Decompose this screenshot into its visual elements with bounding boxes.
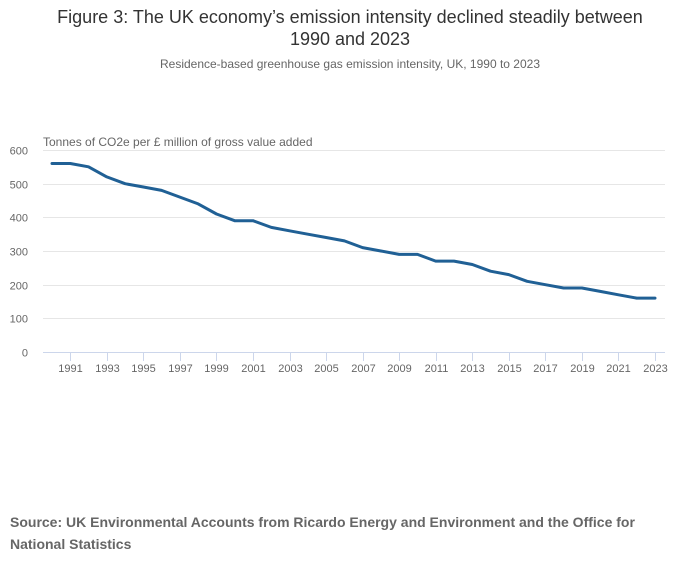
x-axis: 1991 1993 1995 1997 1999 2001 2003 2005 2007 2009… [43,352,668,375]
data-point [471,263,474,266]
data-point [69,162,72,165]
y-tick-label: 0 [22,348,28,360]
x-tick-label: 2013 [460,363,484,375]
data-point [544,283,547,286]
y-tick-label: 100 [10,314,28,326]
data-point [654,297,657,300]
series-line [50,162,657,300]
y-axis: 0 100 200 300 400 500 600 [10,146,28,360]
data-point [252,219,255,222]
series-layer [50,162,657,300]
data-point [361,246,364,249]
data-point [453,260,456,263]
x-tick-label: 2009 [387,363,411,375]
data-point [51,162,54,165]
x-tick-label: 2003 [278,363,302,375]
x-tick-label: 2007 [351,363,375,375]
data-point [526,280,529,283]
x-tick-label: 2023 [643,363,667,375]
data-point [507,273,510,276]
y-tick-label: 300 [10,247,28,259]
data-point [599,290,602,293]
data-point [580,287,583,290]
data-point [233,219,236,222]
data-point [105,175,108,178]
data-point [215,213,218,216]
x-tick-label: 1997 [168,363,192,375]
y-tick-label: 200 [10,281,28,293]
y-tick-label: 500 [10,180,28,192]
x-tick-label: 2017 [533,363,557,375]
data-point [306,233,309,236]
x-tick-label: 2001 [241,363,265,375]
y-tick-label: 600 [10,146,28,158]
x-tick-label: 1995 [131,363,155,375]
data-point [562,287,565,290]
data-point [288,229,291,232]
chart-subtitle: Residence-based greenhouse gas emission … [159,57,540,71]
line-chart: 1991 1993 1995 1997 1999 2001 2003 2005 2007 2009… [10,135,668,375]
x-tick-label: 1999 [204,363,228,375]
data-point [489,270,492,273]
data-point [325,236,328,239]
data-point [343,239,346,242]
data-point [160,189,163,192]
data-point [398,253,401,256]
chart-title-line-2: 1990 and 2023 [289,29,411,49]
data-point [635,297,638,300]
chart-title-line-1: Figure 3: The UK economy’s emission inte… [57,7,643,27]
x-tick-label: 1993 [95,363,119,375]
chart-title: Figure 3: The UK economy’s emission inte… [0,6,700,50]
data-point [197,202,200,205]
data-point [617,293,620,296]
x-tick-label: 2005 [314,363,338,375]
gridlines [43,150,665,319]
data-point [434,260,437,263]
data-point [416,253,419,256]
source-note: Source: UK Environmental Accounts from R… [10,514,635,552]
data-point [87,165,90,168]
y-axis-units-label: Tonnes of CO2e per £ million of gross va… [43,135,313,149]
x-tick-label: 2015 [497,363,521,375]
y-tick-label: 400 [10,213,28,225]
data-point [379,250,382,253]
data-point [124,182,127,185]
x-tick-label: 2019 [570,363,594,375]
data-point [270,226,273,229]
x-tick-label: 1991 [58,363,82,375]
data-point [178,196,181,199]
x-tick-label: 2021 [606,363,630,375]
x-tick-label: 2011 [425,363,449,375]
data-point [142,186,145,189]
